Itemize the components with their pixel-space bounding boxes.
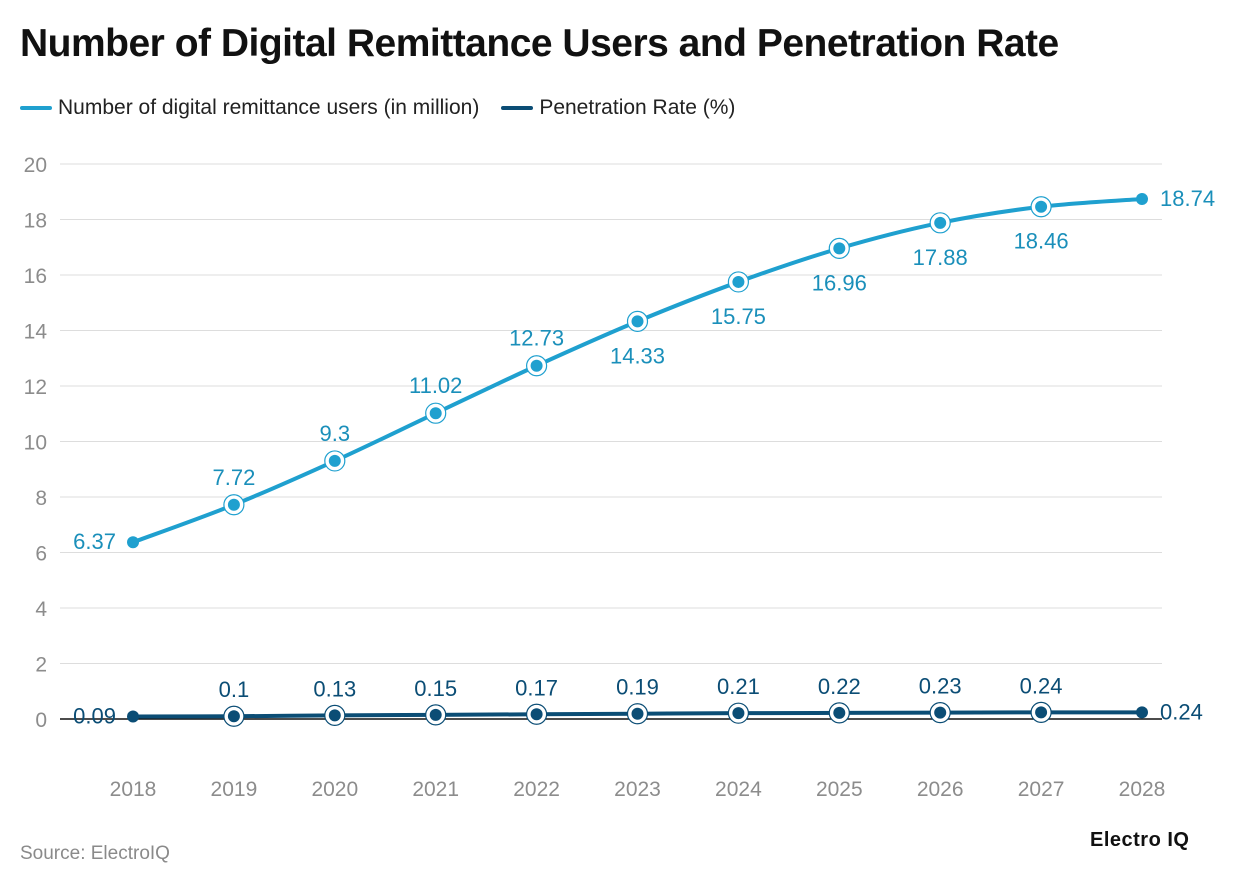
x-tick-label: 2019	[211, 778, 258, 801]
data-point-rate[interactable]	[732, 707, 745, 720]
data-label-users: 9.3	[320, 421, 351, 446]
data-label-users: 17.88	[913, 245, 968, 270]
y-tick-label: 6	[35, 543, 47, 566]
data-point-rate[interactable]	[1035, 706, 1048, 719]
data-label-rate: 0.17	[515, 675, 558, 700]
line-chart: 0 2 4 6 8 10 12 14 16 18 20 2018 2019 2020 2021 2022 202…	[24, 154, 1215, 801]
data-label-rate: 0.24	[1020, 673, 1063, 698]
legend-item-users[interactable]: Number of digital remittance users (in m…	[20, 96, 479, 120]
data-label-users: 11.02	[409, 373, 462, 398]
data-point-users[interactable]	[934, 216, 947, 229]
chart-title: Number of Digital Remittance Users and P…	[20, 22, 1059, 65]
data-label-rate: 0.09	[73, 704, 116, 729]
legend-label-users: Number of digital remittance users (in m…	[58, 96, 480, 119]
data-label-rate: 0.15	[414, 676, 457, 701]
legend: Number of digital remittance users (in m…	[20, 96, 757, 120]
data-label-users: 15.75	[711, 304, 766, 329]
x-tick-label: 2023	[614, 778, 661, 801]
x-tick-label: 2018	[110, 778, 157, 801]
x-tick-label: 2022	[513, 778, 560, 801]
y-tick-label: 12	[24, 376, 47, 399]
data-label-rate: 0.19	[616, 675, 659, 700]
data-point-rate[interactable]	[328, 709, 341, 722]
x-tick-label: 2024	[715, 778, 762, 801]
data-point-users[interactable]	[227, 498, 240, 511]
data-label-rate: 0.24	[1160, 699, 1203, 724]
brand-logo: Electro IQ	[1090, 829, 1190, 851]
y-tick-label: 16	[24, 265, 47, 288]
x-tick-label: 2025	[816, 778, 863, 801]
x-tick-label: 2027	[1018, 778, 1065, 801]
data-point-users[interactable]	[429, 407, 442, 420]
data-label-users: 6.37	[73, 529, 116, 554]
data-point-users[interactable]	[732, 275, 745, 288]
y-tick-label: 20	[24, 154, 47, 177]
data-point-users[interactable]	[1136, 192, 1148, 205]
data-label-users: 7.72	[212, 465, 255, 490]
data-point-users[interactable]	[631, 315, 644, 328]
y-tick-label: 10	[24, 432, 47, 455]
data-point-rate[interactable]	[1136, 706, 1148, 719]
data-label-rate: 0.21	[717, 674, 760, 699]
data-label-rate: 0.23	[919, 674, 962, 699]
data-point-rate[interactable]	[227, 710, 240, 723]
legend-item-rate[interactable]: Penetration Rate (%)	[501, 96, 735, 120]
y-tick-label: 2	[35, 654, 47, 677]
legend-swatch-users	[20, 106, 52, 110]
x-tick-label: 2020	[311, 778, 358, 801]
data-point-rate[interactable]	[429, 708, 442, 721]
x-tick-label: 2021	[412, 778, 459, 801]
data-point-rate[interactable]	[127, 710, 139, 723]
data-point-users[interactable]	[127, 536, 139, 549]
data-label-users: 18.74	[1160, 186, 1215, 211]
y-tick-label: 0	[35, 709, 47, 732]
y-tick-label: 8	[35, 487, 47, 510]
data-label-rate: 0.22	[818, 674, 861, 699]
data-point-rate[interactable]	[934, 706, 947, 719]
legend-swatch-rate	[501, 106, 534, 110]
x-tick-label: 2028	[1119, 778, 1166, 801]
series-line-users	[132, 196, 1143, 545]
data-label-rate: 0.1	[219, 677, 250, 702]
data-point-users[interactable]	[833, 242, 846, 255]
data-label-rate: 0.13	[313, 676, 356, 701]
y-tick-label: 18	[24, 210, 47, 233]
data-label-users: 18.46	[1014, 229, 1069, 254]
data-point-users[interactable]	[1035, 200, 1048, 213]
data-point-users[interactable]	[530, 359, 543, 372]
data-point-rate[interactable]	[833, 706, 846, 719]
data-label-users: 14.33	[610, 343, 665, 368]
source-note: Source: ElectroIQ	[20, 843, 170, 864]
y-tick-label: 4	[35, 598, 47, 621]
x-tick-label: 2026	[917, 778, 964, 801]
legend-label-rate: Penetration Rate (%)	[539, 96, 736, 119]
data-point-rate[interactable]	[631, 707, 644, 720]
y-tick-label: 14	[24, 321, 48, 344]
data-point-users[interactable]	[328, 454, 341, 467]
data-label-users: 16.96	[812, 270, 867, 295]
data-label-users: 12.73	[509, 326, 564, 351]
data-point-rate[interactable]	[530, 708, 543, 721]
